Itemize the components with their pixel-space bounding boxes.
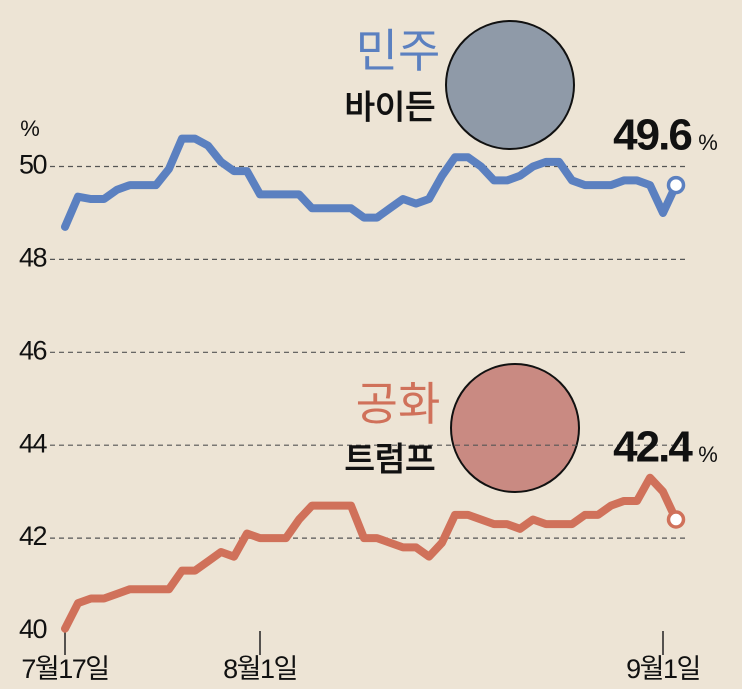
x-tick-label: 9월1일 <box>626 654 700 684</box>
candidate-label: 트럼프 <box>344 441 435 478</box>
page: {"chart_data": {"type": "line", "y_unit"… <box>0 0 742 689</box>
end-value-label: 42.4 <box>613 423 693 472</box>
line <box>65 139 676 227</box>
party-label: 공화 <box>356 378 441 430</box>
end-marker <box>669 512 684 527</box>
photo-trump <box>451 364 579 492</box>
x-tick-label: 8월1일 <box>223 654 297 684</box>
y-tick-label: 48 <box>19 243 47 273</box>
y-unit: % <box>20 116 40 141</box>
end-marker <box>669 178 684 193</box>
y-tick-label: 40 <box>19 614 47 644</box>
candidate-label: 바이든 <box>344 89 435 126</box>
line <box>65 478 676 629</box>
photo-biden <box>446 21 574 149</box>
end-value-unit: % <box>698 442 718 467</box>
party-label: 민주 <box>356 25 441 77</box>
end-value-label: 49.6 <box>613 111 691 160</box>
y-tick-label: 50 <box>19 150 47 180</box>
x-tick-label: 7월17일 <box>21 654 108 684</box>
y-tick-label: 46 <box>19 335 47 365</box>
chart: % 40 42 44 46 48 50 7월17일 8월1일 9월1일 민주바이든 49.6% 공화트럼… <box>0 0 742 689</box>
y-tick-label: 42 <box>19 521 47 551</box>
end-value-unit: % <box>698 130 718 155</box>
y-tick-label: 44 <box>19 428 48 458</box>
